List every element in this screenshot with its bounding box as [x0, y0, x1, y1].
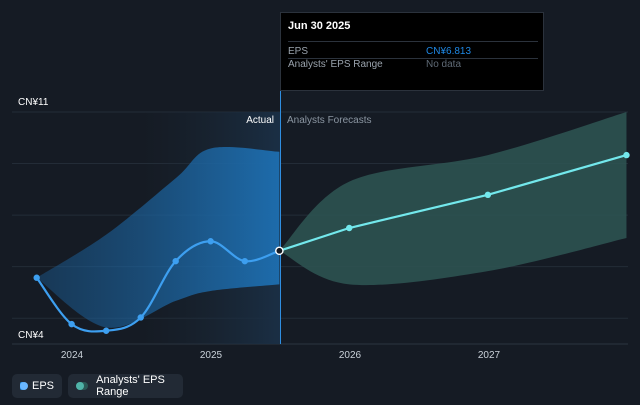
eps-legend-icon	[20, 382, 28, 390]
legend-item-range[interactable]: Analysts' EPS Range	[68, 374, 183, 398]
forecast-point	[484, 191, 492, 199]
y-tick-label-top: CN¥11	[18, 97, 49, 108]
eps-point	[207, 238, 214, 245]
x-tick-label: 2026	[339, 350, 362, 361]
legend-eps-label: EPS	[31, 380, 54, 392]
eps-point	[102, 327, 110, 334]
eps-point	[172, 257, 179, 265]
tooltip-range-label: Analysts' EPS Range	[288, 59, 383, 70]
tooltip-eps-value: CN¥6.813	[426, 46, 472, 57]
tooltip-divider	[288, 58, 538, 59]
y-tick-label-bottom: CN¥4	[18, 330, 44, 341]
tooltip-range-value: No data	[426, 59, 462, 70]
series-lines	[33, 151, 630, 334]
tooltip-eps-label: EPS	[288, 46, 309, 57]
tooltip-date: Jun 30 2025	[288, 20, 351, 32]
forecast-point	[623, 151, 630, 159]
eps-point	[241, 257, 249, 265]
axis-labels: CN¥11 CN¥4 2024 2025 2026 2027 Actual Analysts …	[18, 97, 501, 361]
forecast-line	[279, 154, 627, 252]
actual-eps-range-band	[36, 147, 280, 328]
eps-point	[137, 314, 144, 321]
tooltip-row-range: Analysts' EPS Range No data	[288, 59, 538, 72]
tooltip-divider	[288, 41, 538, 42]
tooltip-row-eps: EPS CN¥6.813	[288, 46, 538, 59]
eps-line	[35, 240, 280, 333]
x-tick-label: 2025	[200, 350, 223, 361]
eps-point	[33, 274, 40, 281]
analysts-eps-range-band	[279, 112, 627, 286]
eps-highlight-point	[275, 246, 284, 256]
x-tick-label: 2024	[61, 350, 84, 361]
actual-section-label: Actual	[246, 115, 274, 126]
range-bands	[36, 112, 627, 328]
eps-point	[68, 320, 75, 328]
forecast-section-label: Analysts Forecasts	[287, 115, 371, 126]
forecast-point	[346, 224, 353, 232]
x-tick-label: 2027	[478, 350, 501, 361]
tooltip: Jun 30 2025 EPS CN¥6.813 Analysts' EPS R…	[280, 12, 544, 91]
legend-item-eps[interactable]: EPS	[12, 374, 62, 398]
legend-range-label: Analysts' EPS Range	[96, 374, 165, 398]
range-legend-icon	[76, 382, 89, 390]
